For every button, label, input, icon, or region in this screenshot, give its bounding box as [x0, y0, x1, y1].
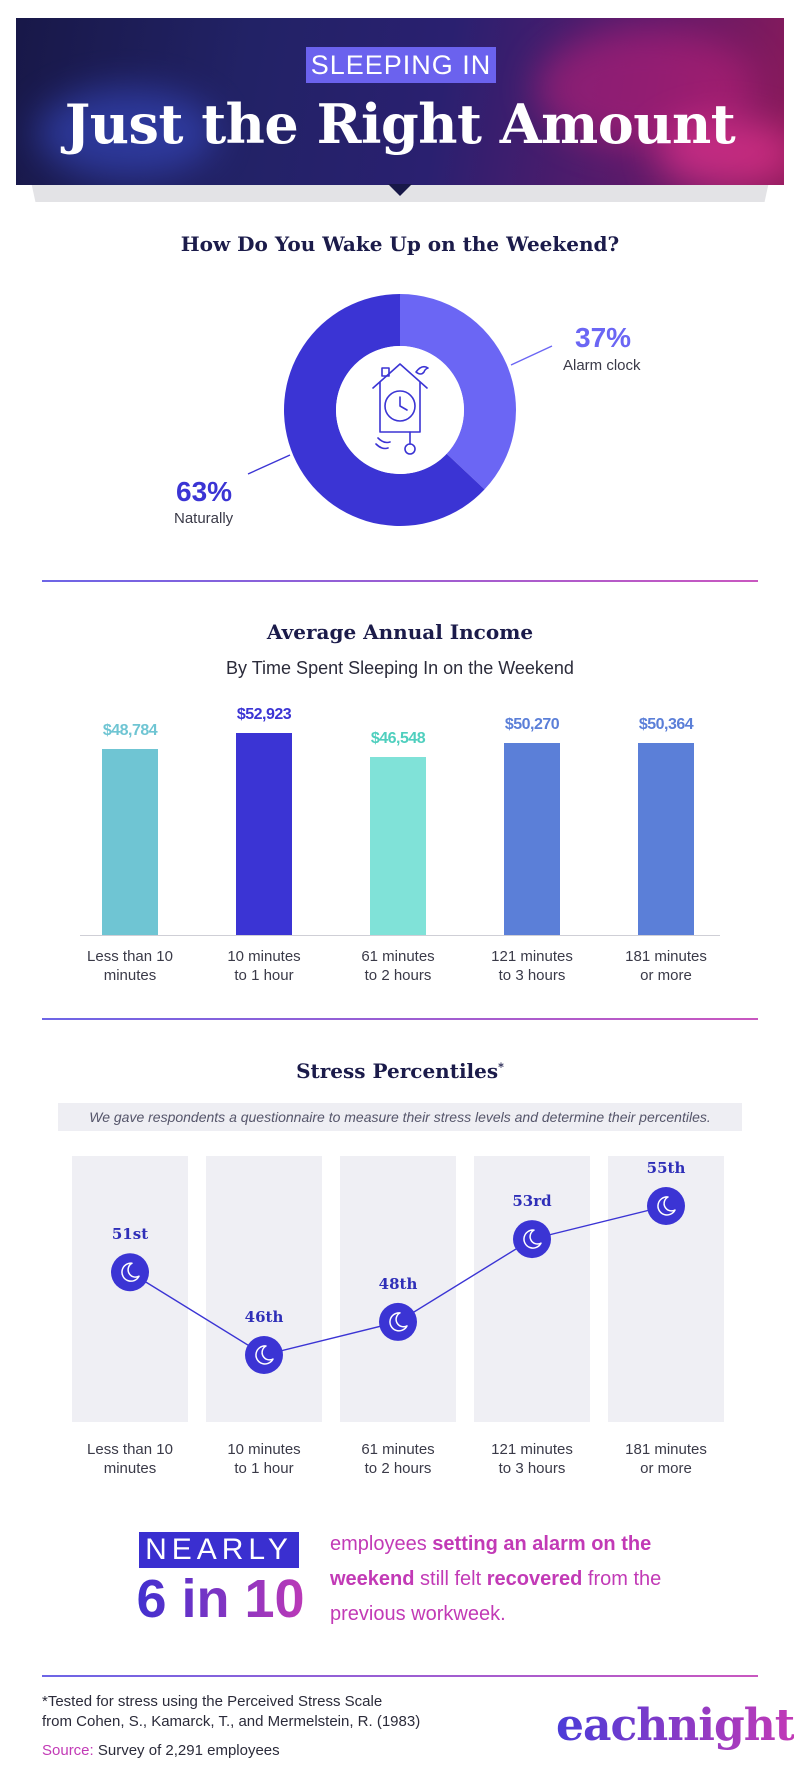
stress-column [474, 1156, 590, 1422]
bar-chart-title: Average Annual Income [266, 620, 534, 644]
stress-category-label: 181 minutes or more [601, 1440, 731, 1478]
stress-rank-label: 55th [646, 1159, 686, 1177]
header-tag: SLEEPING IN [306, 47, 496, 83]
moon-icon [245, 1336, 283, 1374]
bar-value-label: $46,548 [370, 730, 426, 748]
stress-category-label: 121 minutes to 3 hours [467, 1440, 597, 1478]
category-line: minutes [103, 967, 157, 984]
alarm-leader-line [510, 345, 553, 366]
natural-leader-line [247, 454, 291, 475]
bar [102, 748, 158, 935]
bar-baseline [80, 935, 720, 936]
stress-rank-label: 48th [378, 1274, 418, 1293]
callout-text-part: setting an alarm on the weekend [330, 1533, 652, 1590]
stress-column [608, 1156, 724, 1422]
category-line: 121 minutes [491, 1441, 573, 1458]
category-line: or more [640, 1460, 692, 1477]
cuckoo-clock-icon [372, 363, 429, 455]
category-line: Less than 10 [87, 1441, 173, 1458]
stress-column [340, 1156, 456, 1422]
moon-icon [379, 1302, 417, 1341]
footnote-line-1: *Tested for stress using the Perceived S… [42, 1693, 383, 1710]
category-line: Less than 10 [87, 948, 173, 965]
big-stat: 6 in 10 [128, 1568, 313, 1630]
stress-title-text: Stress Percentiles [296, 1059, 499, 1083]
footnote: *Tested for stress using the Perceived S… [42, 1692, 420, 1732]
moon-icon [111, 1253, 149, 1292]
category-line: 10 minutes [227, 1441, 301, 1458]
stress-category-label: 61 minutes to 2 hours [333, 1440, 463, 1478]
category-line: to 1 hour [234, 967, 294, 984]
category-line: or more [640, 967, 692, 984]
category-line: 61 minutes [361, 948, 435, 965]
source-label: Source: [42, 1742, 94, 1759]
bar-chart: $48,784 Less than 10 minutes $52,923 10 minu… [0, 700, 800, 1000]
alarm-label: Alarm clock [563, 357, 641, 374]
bar-category-label: 10 minutes to 1 hour [199, 947, 329, 985]
divider [42, 1018, 758, 1020]
stress-category-label: Less than 10 minutes [65, 1440, 195, 1478]
donut-hole [336, 346, 464, 474]
donut-slice-alarm-clock [400, 294, 517, 490]
callout-text: employees setting an alarm on the weeken… [330, 1527, 690, 1632]
header-notch [388, 184, 412, 196]
stress-rank-label: 51st [111, 1225, 149, 1244]
stress-chart-title: Stress Percentiles* [0, 1059, 800, 1083]
source: Source: Survey of 2,291 employees [42, 1742, 280, 1759]
callout-text-part: from the previous workweek. [330, 1568, 662, 1625]
category-line: to 3 hours [498, 967, 566, 984]
category-line: to 2 hours [364, 967, 432, 984]
category-line: 181 minutes [625, 1441, 707, 1458]
stress-title-mark: * [498, 1060, 504, 1074]
header-banner [16, 18, 784, 185]
callout-text-part: still felt [414, 1568, 487, 1590]
donut-chart [247, 294, 553, 526]
header-title: Just the Right Amount [64, 92, 736, 156]
stress-column [72, 1156, 188, 1422]
category-line: 61 minutes [361, 1441, 435, 1458]
bar-value-label: $52,923 [236, 705, 292, 723]
bar-value-label: $50,270 [504, 716, 560, 734]
bar [504, 743, 560, 935]
footnote-line-2: from Cohen, S., Kamarck, T., and Mermels… [42, 1713, 421, 1730]
stress-rank-label: 53rd [512, 1192, 552, 1211]
stress-note: We gave respondents a questionnaire to m… [58, 1103, 742, 1131]
category-line: 10 minutes [227, 948, 301, 965]
bar [638, 742, 694, 935]
category-line: minutes [103, 1460, 157, 1477]
natural-pct: 63% [176, 476, 233, 507]
natural-label: Naturally [174, 510, 234, 527]
nearly-badge: NEARLY [139, 1532, 299, 1568]
moon-icon [647, 1187, 685, 1225]
category-line: 181 minutes [625, 948, 707, 965]
bar-category-label: Less than 10 minutes [65, 947, 195, 985]
divider [42, 1675, 758, 1677]
bar-category-label: 121 minutes to 3 hours [467, 947, 597, 985]
callout-text-part: employees [330, 1533, 433, 1555]
bar [370, 757, 426, 935]
category-line: to 1 hour [234, 1460, 294, 1477]
divider [42, 580, 758, 582]
bar-chart-subtitle: By Time Spent Sleeping In on the Weekend [226, 658, 574, 678]
source-text: Survey of 2,291 employees [93, 1742, 280, 1759]
bar-category-label: 181 minutes or more [601, 947, 731, 985]
brand-logo: eachnight [556, 1700, 795, 1751]
stress-line [129, 1205, 667, 1356]
moon-icon [513, 1220, 551, 1259]
category-line: to 2 hours [364, 1460, 432, 1477]
category-line: to 3 hours [498, 1460, 566, 1477]
stress-category-label: 10 minutes to 1 hour [199, 1440, 329, 1478]
category-line: 121 minutes [491, 948, 573, 965]
stress-column [206, 1156, 322, 1422]
stress-rank-label: 46th [244, 1308, 284, 1326]
bar-category-label: 61 minutes to 2 hours [333, 947, 463, 985]
callout-text-part: recovered [486, 1568, 583, 1590]
bar-value-label: $50,364 [638, 715, 694, 733]
bar [236, 732, 292, 935]
donut-chart-title: How Do You Wake Up on the Weekend? [180, 232, 620, 256]
donut-slice-naturally [284, 294, 485, 526]
alarm-pct: 37% [575, 322, 632, 353]
bar-value-label: $48,784 [102, 721, 158, 739]
